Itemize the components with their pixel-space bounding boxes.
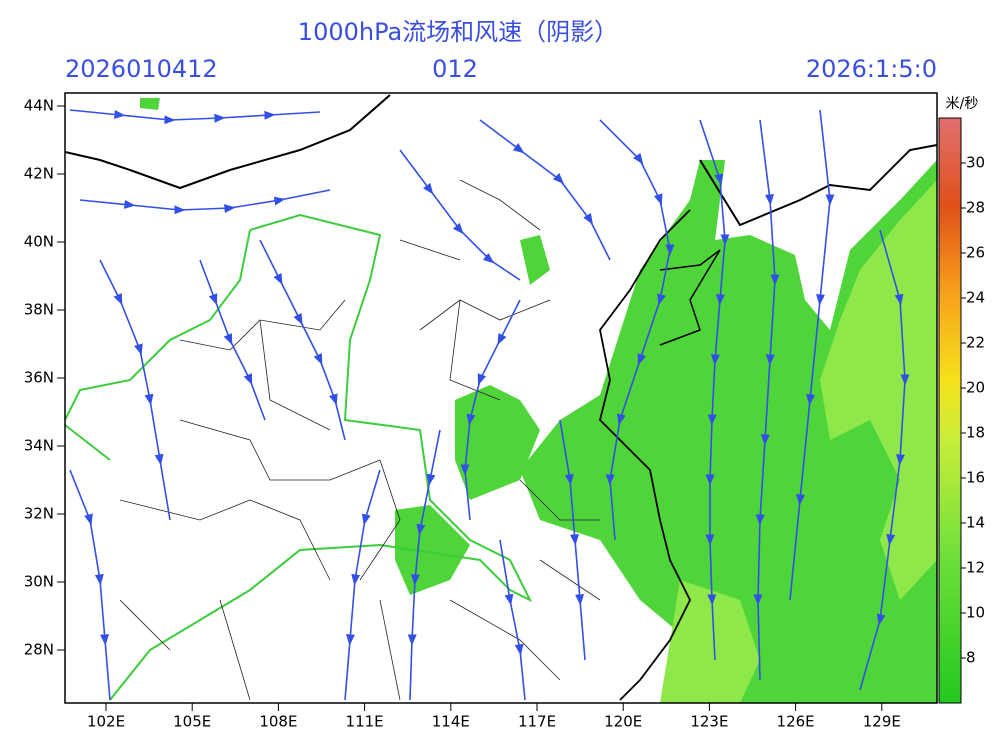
lat-label: 28N: [24, 641, 54, 659]
streamlines: [69, 109, 910, 701]
colorbar-unit: 米/秒: [946, 96, 979, 112]
lon-label: 123E: [690, 713, 728, 731]
colorbar-label: 26: [966, 244, 985, 262]
ticks: 44N 42N 40N 38N 36N 34N 32N 30N 28N 102E 105E 108E 1…: [24, 97, 985, 731]
colorbar-label: 18: [966, 424, 985, 442]
lon-label: 126E: [777, 713, 815, 731]
boundaries: [65, 94, 937, 701]
valid-time: 2026:1:5:0: [806, 55, 937, 83]
colorbar-label: 8: [966, 649, 976, 667]
lat-label: 30N: [24, 573, 54, 591]
lon-label: 120E: [604, 713, 642, 731]
lat-label: 38N: [24, 301, 54, 319]
lat-label: 32N: [24, 505, 54, 523]
colorbar: [938, 117, 962, 704]
lat-label: 34N: [24, 437, 54, 455]
colorbar-label: 24: [966, 289, 985, 307]
lon-label: 117E: [518, 713, 556, 731]
title: 1000hPa流场和风速（阴影）: [298, 18, 618, 46]
colorbar-label: 10: [966, 604, 985, 622]
colorbar-label: 20: [966, 379, 985, 397]
colorbar-label: 22: [966, 334, 985, 352]
lat-label: 40N: [24, 233, 54, 251]
lat-label: 36N: [24, 369, 54, 387]
lon-label: 108E: [259, 713, 297, 731]
map-area: [65, 93, 937, 703]
forecast-hour: 012: [432, 55, 478, 83]
lat-label: 42N: [24, 165, 54, 183]
lon-label: 114E: [432, 713, 470, 731]
lat-label: 44N: [24, 97, 54, 115]
colorbar-label: 16: [966, 469, 985, 487]
map-frame: [64, 92, 938, 704]
colorbar-label: 14: [966, 514, 985, 532]
lon-label: 102E: [87, 713, 125, 731]
colorbar-label: 28: [966, 199, 985, 217]
lon-label: 111E: [346, 713, 384, 731]
run-time: 2026010412: [65, 55, 218, 83]
lon-label: 129E: [863, 713, 901, 731]
colorbar-label: 12: [966, 559, 985, 577]
colorbar-label: 30: [966, 154, 985, 172]
lon-label: 105E: [173, 713, 211, 731]
